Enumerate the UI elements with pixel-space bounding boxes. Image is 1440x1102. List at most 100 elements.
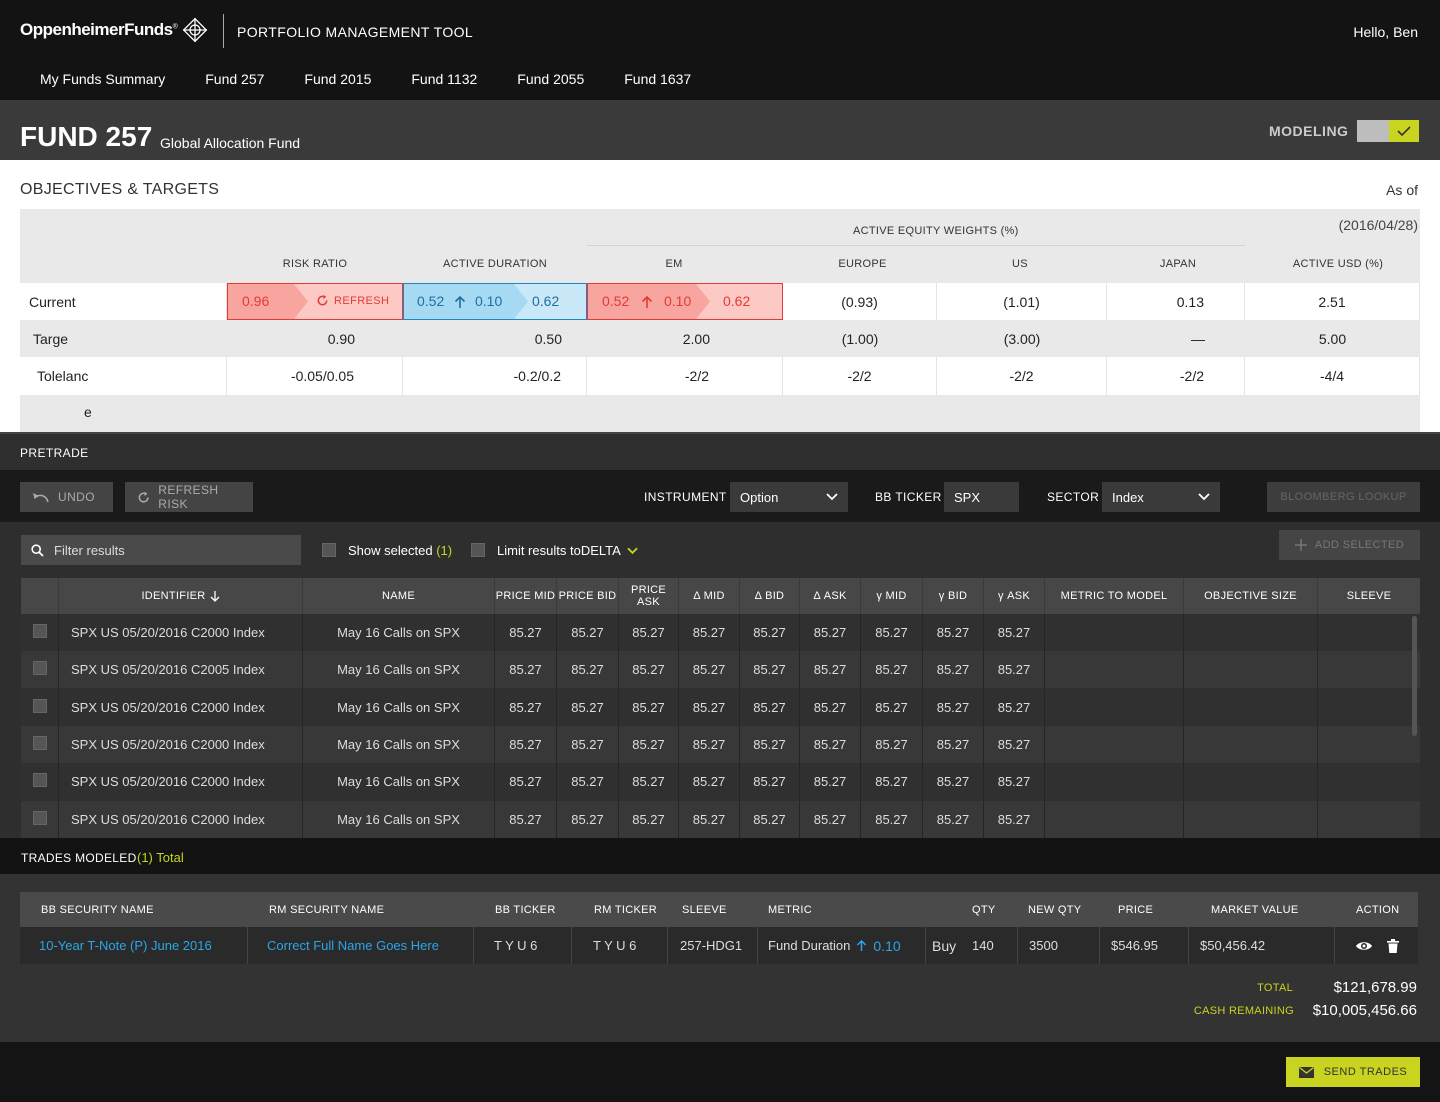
row-metric-to-model[interactable] — [1044, 688, 1183, 726]
row-metric-to-model[interactable] — [1044, 725, 1183, 763]
send-trades-button[interactable]: SEND TRADES — [1286, 1057, 1420, 1087]
trade-new-qty-input[interactable]: 3500 — [1017, 927, 1099, 964]
modeling-toggle[interactable] — [1357, 120, 1419, 142]
pretrade-label: PRETRADE — [20, 446, 89, 460]
row-metric-to-model[interactable] — [1044, 651, 1183, 689]
user-greeting[interactable]: Hello, Ben — [1353, 24, 1418, 40]
col-name[interactable]: NAME — [302, 578, 494, 614]
table-row[interactable]: SPX US 05/20/2016 C2000 Index May 16 Call… — [21, 725, 1420, 763]
chevron-down-icon — [1198, 493, 1210, 501]
arrow-up-icon — [454, 295, 466, 308]
filter-results-input[interactable]: Filter results — [21, 535, 301, 565]
row-checkbox[interactable] — [33, 810, 47, 825]
col-delta-ask[interactable]: Δ ASK — [799, 578, 860, 614]
row-delta-ask: 85.27 — [799, 651, 860, 689]
table-row[interactable]: SPX US 05/20/2016 C2000 Index May 16 Call… — [21, 688, 1420, 726]
bb-ticker-label: BB TICKER — [875, 490, 942, 504]
row-checkbox[interactable] — [33, 624, 47, 638]
refresh-risk-button[interactable]: REFRESH RISK — [125, 482, 253, 512]
col-gamma-bid[interactable]: γ BID — [922, 578, 983, 614]
col-action: ACTION — [1356, 903, 1400, 916]
col-metric: METRIC — [768, 903, 812, 916]
refresh-risk-ratio-button[interactable]: REFRESH — [316, 294, 389, 307]
refresh-icon — [317, 294, 328, 306]
table-row[interactable]: SPX US 05/20/2016 C2000 Index May 16 Call… — [21, 614, 1420, 651]
em-delta: 0.10 — [664, 293, 692, 309]
limit-results-checkbox[interactable] — [471, 543, 485, 557]
objectives-heading: OBJECTIVES & TARGETS — [20, 181, 220, 198]
trades-modeled-header — [0, 838, 1440, 874]
row-label-target: Targe — [33, 330, 69, 347]
row-metric-to-model[interactable] — [1044, 800, 1183, 838]
row-sleeve[interactable] — [1317, 651, 1420, 689]
nav-fund-1637[interactable]: Fund 1637 — [624, 71, 692, 87]
em-from: 0.52 — [602, 293, 630, 309]
col-price-mid[interactable]: PRICE MID — [494, 578, 556, 614]
row-objective-size[interactable] — [1183, 688, 1317, 726]
eye-icon[interactable] — [1355, 940, 1373, 952]
row-objective-size[interactable] — [1183, 651, 1317, 689]
rm-security-name-link[interactable]: Correct Full Name Goes Here — [247, 927, 473, 964]
row-objective-size[interactable] — [1183, 800, 1317, 838]
row-metric-to-model[interactable] — [1044, 614, 1183, 651]
row-metric-to-model[interactable] — [1044, 763, 1183, 801]
fund-nav: My Funds Summary Fund 257 Fund 2015 Fund… — [20, 62, 711, 98]
col-metric-to-model[interactable]: METRIC TO MODEL — [1044, 578, 1183, 614]
row-objective-size[interactable] — [1183, 725, 1317, 763]
active-duration-from: 0.52 — [417, 293, 445, 309]
row-checkbox[interactable] — [33, 698, 47, 713]
nav-fund-2015[interactable]: Fund 2015 — [304, 71, 372, 87]
table-row[interactable]: SPX US 05/20/2016 C2005 Index May 16 Call… — [21, 651, 1420, 689]
col-price-bid[interactable]: PRICE BID — [556, 578, 618, 614]
row-price-ask: 85.27 — [618, 688, 678, 726]
row-gamma-ask: 85.27 — [983, 763, 1044, 801]
row-checkbox[interactable] — [33, 735, 47, 750]
col-gamma-ask[interactable]: γ ASK — [983, 578, 1044, 614]
bloomberg-lookup-button[interactable]: BLOOMBERG LOOKUP — [1267, 482, 1420, 512]
active-equity-weights-header: ACTIVE EQUITY WEIGHTS (%) — [853, 225, 1019, 237]
table-row[interactable]: SPX US 05/20/2016 C2000 Index May 16 Call… — [21, 800, 1420, 838]
add-selected-button[interactable]: ADD SELECTED — [1279, 530, 1420, 560]
col-gamma-mid[interactable]: γ MID — [860, 578, 922, 614]
em-chevron — [588, 284, 710, 319]
trade-side[interactable]: Buy — [925, 927, 973, 964]
row-price-mid: 85.27 — [494, 725, 556, 763]
table-row[interactable]: SPX US 05/20/2016 C2000 Index May 16 Call… — [21, 763, 1420, 801]
row-sleeve[interactable] — [1317, 614, 1420, 651]
refresh-icon — [138, 491, 149, 503]
arrow-up-icon — [641, 295, 653, 308]
col-objective-size[interactable]: OBJECTIVE SIZE — [1183, 578, 1317, 614]
trash-icon[interactable] — [1387, 938, 1399, 953]
limit-results-dropdown[interactable]: Limit results toDELTA — [497, 543, 638, 558]
row-objective-size[interactable] — [1183, 763, 1317, 801]
trade-row: 10-Year T-Note (P) June 2016 Correct Ful… — [20, 927, 1418, 964]
row-identifier: SPX US 05/20/2016 C2005 Index — [58, 651, 302, 689]
instrument-select[interactable]: Option — [730, 482, 848, 512]
row-price-ask: 85.27 — [618, 651, 678, 689]
col-delta-mid[interactable]: Δ MID — [678, 578, 739, 614]
undo-button[interactable]: UNDO — [20, 482, 113, 512]
show-selected-checkbox[interactable] — [322, 543, 336, 557]
bb-ticker-input[interactable]: SPX — [944, 482, 1019, 512]
row-sleeve[interactable] — [1317, 688, 1420, 726]
col-identifier[interactable]: IDENTIFIER — [58, 578, 302, 614]
nav-my-funds-summary[interactable]: My Funds Summary — [40, 71, 166, 87]
row-price-bid: 85.27 — [556, 763, 618, 801]
col-delta-bid[interactable]: Δ BID — [739, 578, 799, 614]
nav-fund-1132[interactable]: Fund 1132 — [411, 71, 478, 87]
row-sleeve[interactable] — [1317, 725, 1420, 763]
nav-fund-257[interactable]: Fund 257 — [205, 71, 265, 87]
results-scrollbar[interactable] — [1412, 616, 1417, 736]
row-checkbox[interactable] — [33, 661, 47, 676]
sector-select[interactable]: Index — [1102, 482, 1220, 512]
row-sleeve[interactable] — [1317, 763, 1420, 801]
nav-fund-2055[interactable]: Fund 2055 — [517, 71, 585, 87]
row-checkbox[interactable] — [33, 773, 47, 788]
col-sleeve[interactable]: SLEEVE — [1317, 578, 1420, 614]
bb-security-name-link[interactable]: 10-Year T-Note (P) June 2016 — [39, 938, 212, 953]
row-objective-size[interactable] — [1183, 614, 1317, 651]
col-price-ask[interactable]: PRICE ASK — [618, 578, 678, 614]
row-gamma-mid: 85.27 — [860, 725, 922, 763]
row-identifier: SPX US 05/20/2016 C2000 Index — [58, 763, 302, 801]
row-sleeve[interactable] — [1317, 800, 1420, 838]
